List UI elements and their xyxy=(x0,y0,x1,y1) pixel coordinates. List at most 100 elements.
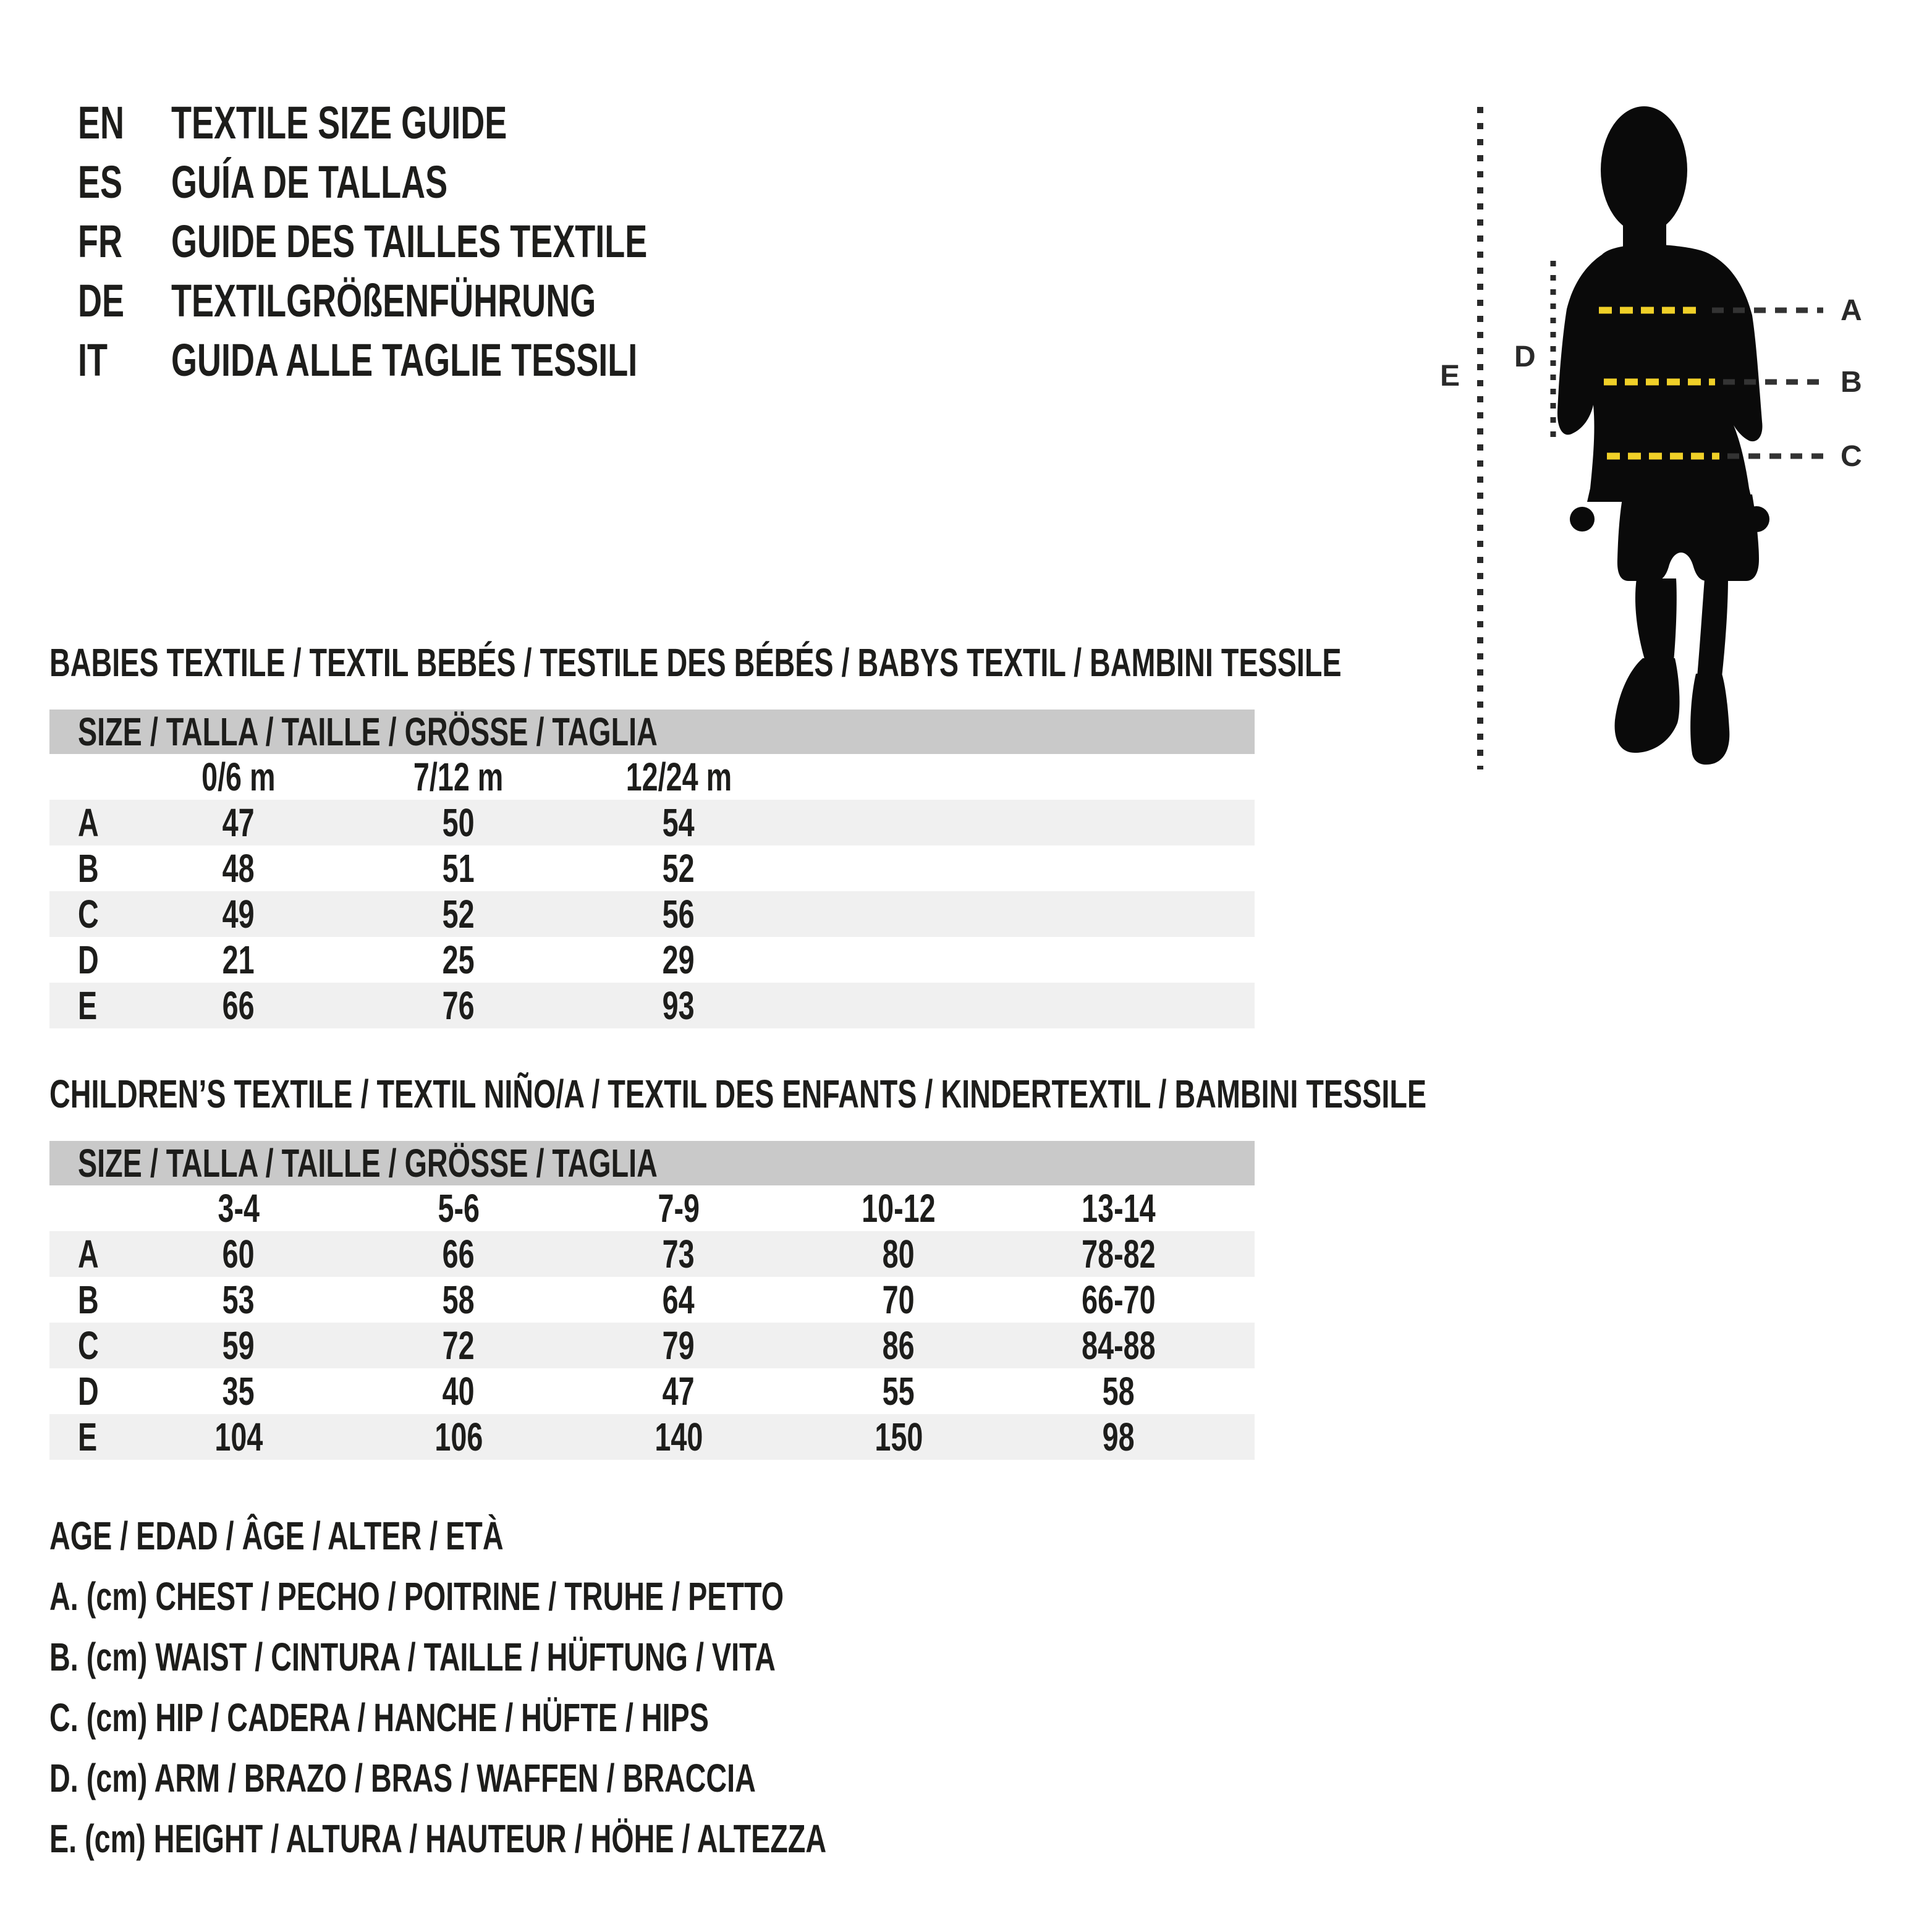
cell: 52 xyxy=(663,846,695,891)
cell: 48 xyxy=(222,846,255,891)
row-label: E xyxy=(78,983,98,1028)
lang-code-en: EN xyxy=(78,96,125,148)
lang-row-en: EN TEXTILE SIZE GUIDE xyxy=(78,93,823,152)
babies-section-title: BABIES TEXTILE / TEXTIL BEBÉS / TESTILE … xyxy=(49,640,1342,685)
children-size-band: SIZE / TALLA / TAILLE / GRÖSSE / TAGLIA xyxy=(49,1141,1255,1185)
babies-column-headers: 0/6 m 7/12 m 12/24 m xyxy=(49,754,1255,800)
cell: 21 xyxy=(222,938,255,982)
cell: 64 xyxy=(663,1277,695,1322)
row-label: A xyxy=(78,1232,99,1276)
children-col-10-12: 10-12 xyxy=(862,1186,936,1231)
lang-row-es: ES GUÍA DE TALLAS xyxy=(78,152,823,211)
lang-code-es: ES xyxy=(78,156,123,208)
cell: 84-88 xyxy=(1082,1323,1156,1368)
legend-waist: B. (cm) WAIST / CINTURA / TAILLE / HÜFTU… xyxy=(49,1635,776,1679)
children-size-table: SIZE / TALLA / TAILLE / GRÖSSE / TAGLIA … xyxy=(49,1141,1255,1460)
babies-col-7-12m: 7/12 m xyxy=(413,755,504,799)
child-silhouette xyxy=(1557,106,1769,765)
waist-label-b: B xyxy=(1841,366,1862,399)
waist-line-b: B xyxy=(1604,366,1862,399)
cell: 54 xyxy=(663,800,695,845)
cell: 53 xyxy=(222,1277,255,1322)
cell: 104 xyxy=(214,1415,263,1459)
children-section-title: CHILDREN’S TEXTILE / TEXTIL NIÑO/A / TEX… xyxy=(49,1072,1427,1116)
children-col-7-9: 7-9 xyxy=(658,1186,700,1231)
height-label-e: E xyxy=(1440,360,1460,392)
row-label: B xyxy=(78,1277,99,1322)
cell: 66-70 xyxy=(1082,1277,1156,1322)
cell: 73 xyxy=(663,1232,695,1276)
row-label: A xyxy=(78,800,99,845)
row-label: D xyxy=(78,1369,99,1413)
size-figure: E D A B xyxy=(1440,93,1910,785)
row-label: B xyxy=(78,846,99,891)
cell: 93 xyxy=(663,983,695,1028)
babies-size-band-label: SIZE / TALLA / TAILLE / GRÖSSE / TAGLIA xyxy=(78,710,658,754)
cell: 25 xyxy=(443,938,475,982)
row-label: D xyxy=(78,938,99,982)
cell: 58 xyxy=(443,1277,475,1322)
cell: 58 xyxy=(1103,1369,1135,1413)
lang-row-de: DE TEXTILGRÖßENFÜHRUNG xyxy=(78,271,823,330)
babies-col-0-6m: 0/6 m xyxy=(201,755,276,799)
arm-label-d: D xyxy=(1514,341,1536,373)
cell: 76 xyxy=(443,983,475,1028)
lang-title-fr: GUIDE DES TAILLES TEXTILE xyxy=(171,215,648,267)
cell: 55 xyxy=(883,1369,915,1413)
cell: 49 xyxy=(222,892,255,936)
children-col-3-4: 3-4 xyxy=(218,1186,260,1231)
chest-label-a: A xyxy=(1841,294,1862,327)
children-row-c: C 59 72 79 86 84-88 xyxy=(49,1323,1255,1368)
cell: 52 xyxy=(443,892,475,936)
lang-code-fr: FR xyxy=(78,215,123,267)
row-label: C xyxy=(78,892,99,936)
lang-row-it: IT GUIDA ALLE TAGLIE TESSILI xyxy=(78,330,823,389)
cell: 70 xyxy=(883,1277,915,1322)
cell: 78-82 xyxy=(1082,1232,1156,1276)
cell: 56 xyxy=(663,892,695,936)
measurement-legend: AGE / EDAD / ÂGE / ALTER / ETÀ A. (cm) C… xyxy=(49,1506,1114,1869)
children-row-e: E 104 106 140 150 98 xyxy=(49,1414,1255,1460)
cell: 66 xyxy=(443,1232,475,1276)
cell: 40 xyxy=(443,1369,475,1413)
hip-line-c: C xyxy=(1607,440,1862,473)
legend-chest: A. (cm) CHEST / PECHO / POITRINE / TRUHE… xyxy=(49,1574,784,1619)
babies-size-table: SIZE / TALLA / TAILLE / GRÖSSE / TAGLIA … xyxy=(49,710,1255,1028)
lang-title-en: TEXTILE SIZE GUIDE xyxy=(171,96,507,148)
cell: 66 xyxy=(222,983,255,1028)
cell: 150 xyxy=(875,1415,923,1459)
chest-line-a: A xyxy=(1599,294,1862,327)
legend-age: AGE / EDAD / ÂGE / ALTER / ETÀ xyxy=(49,1514,504,1558)
babies-row-e: E 66 76 93 xyxy=(49,983,1255,1028)
lang-title-de: TEXTILGRÖßENFÜHRUNG xyxy=(171,274,596,326)
legend-height: E. (cm) HEIGHT / ALTURA / HAUTEUR / HÖHE… xyxy=(49,1816,827,1861)
cell: 60 xyxy=(222,1232,255,1276)
cell: 51 xyxy=(443,846,475,891)
babies-row-b: B 48 51 52 xyxy=(49,845,1255,891)
cell: 59 xyxy=(222,1323,255,1368)
row-label: E xyxy=(78,1415,98,1459)
cell: 106 xyxy=(434,1415,483,1459)
cell: 79 xyxy=(663,1323,695,1368)
babies-size-band: SIZE / TALLA / TAILLE / GRÖSSE / TAGLIA xyxy=(49,710,1255,754)
children-row-b: B 53 58 64 70 66-70 xyxy=(49,1277,1255,1323)
lang-title-es: GUÍA DE TALLAS xyxy=(171,156,448,208)
row-label: C xyxy=(78,1323,99,1368)
lang-code-it: IT xyxy=(78,334,108,386)
cell: 47 xyxy=(663,1369,695,1413)
cell: 72 xyxy=(443,1323,475,1368)
lang-code-de: DE xyxy=(78,274,125,326)
cell: 29 xyxy=(663,938,695,982)
children-column-headers: 3-4 5-6 7-9 10-12 13-14 xyxy=(49,1185,1255,1231)
lang-title-it: GUIDA ALLE TAGLIE TESSILI xyxy=(171,334,638,386)
children-row-a: A 60 66 73 80 78-82 xyxy=(49,1231,1255,1277)
babies-row-c: C 49 52 56 xyxy=(49,891,1255,937)
arm-line-d: D xyxy=(1514,261,1556,442)
cell: 80 xyxy=(883,1232,915,1276)
language-header: EN TEXTILE SIZE GUIDE ES GUÍA DE TALLAS … xyxy=(78,93,823,389)
cell: 140 xyxy=(655,1415,703,1459)
cell: 35 xyxy=(222,1369,255,1413)
cell: 50 xyxy=(443,800,475,845)
babies-row-d: D 21 25 29 xyxy=(49,937,1255,983)
legend-hip: C. (cm) HIP / CADERA / HANCHE / HÜFTE / … xyxy=(49,1695,709,1740)
